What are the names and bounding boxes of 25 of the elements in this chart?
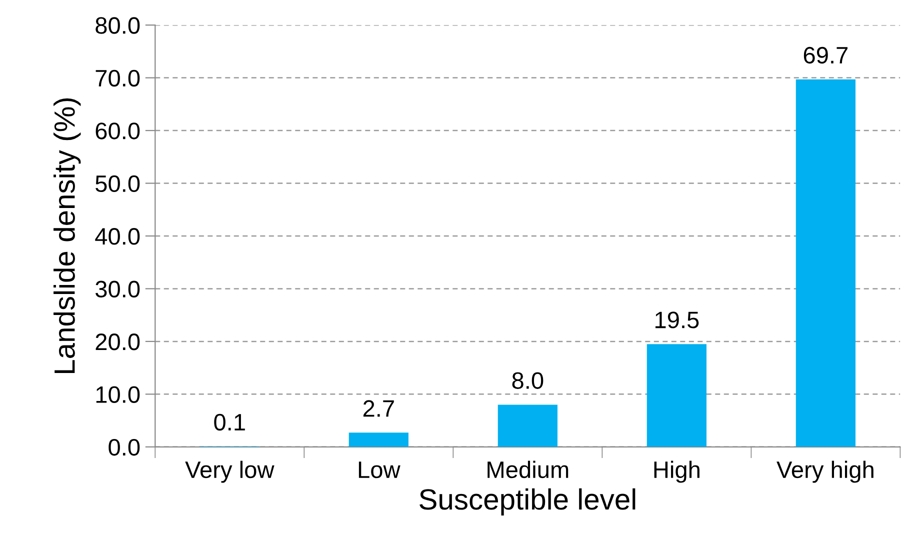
y-tick-label: 10.0: [96, 386, 140, 403]
y-tick-label: 40.0: [95, 228, 140, 245]
x-tick-label: High: [654, 460, 700, 483]
y-tick-label: 50.0: [96, 175, 140, 192]
x-tick-label: Medium: [488, 460, 568, 478]
data-label: 69.7: [804, 46, 848, 64]
data-label: 2.7: [363, 400, 394, 417]
y-tick-label: 70.0: [96, 70, 140, 87]
y-tick-label: 20.0: [96, 334, 140, 350]
y-tick-label: 80.0: [96, 17, 140, 34]
x-tick-label: Low: [358, 462, 400, 478]
y-tick-label: 60.0: [96, 122, 140, 140]
bar: [646, 344, 706, 447]
x-tick-label: Very high: [776, 460, 874, 483]
bar: [498, 404, 558, 447]
data-label: 19.5: [656, 312, 699, 328]
bar: [348, 432, 408, 447]
y-tick-label: 30.0: [96, 280, 140, 298]
x-axis-title: Susceptible level: [420, 488, 636, 516]
data-label: 8.0: [512, 372, 544, 389]
y-tick-label: 0.0: [108, 438, 140, 456]
y-axis-title: Landslide density (%): [54, 98, 81, 374]
bar: [796, 79, 856, 447]
data-label: 0.1: [214, 414, 245, 431]
x-tick-label: Very low: [185, 460, 274, 483]
